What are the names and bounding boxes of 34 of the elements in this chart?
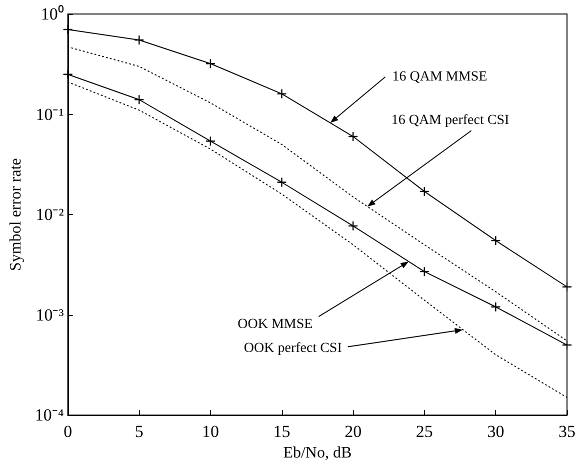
x-tick-label: 0 <box>64 422 72 442</box>
x-tick-label: 20 <box>344 422 362 442</box>
x-tick-label: 15 <box>273 422 290 442</box>
point <box>134 34 144 46</box>
x-tick-label: 25 <box>416 422 433 442</box>
point <box>490 302 501 312</box>
x-axis-title: Eb/No, dB <box>283 444 352 462</box>
point <box>348 131 358 142</box>
point <box>562 340 572 350</box>
annotation: OOK MMSE <box>238 317 313 332</box>
y-tick-label: 10⁰ <box>40 4 64 24</box>
point <box>562 282 572 292</box>
x-tick-label: 35 <box>558 422 576 442</box>
annotation: 16 QAM MMSE <box>392 69 488 84</box>
point <box>205 136 216 146</box>
y-tick-label: 10⁻⁴ <box>34 406 64 425</box>
point <box>134 94 144 105</box>
point <box>348 220 358 232</box>
point <box>62 24 73 35</box>
x-tick-label: 10 <box>202 422 219 442</box>
y-tick-label: 10⁻² <box>36 205 64 224</box>
point <box>419 266 430 277</box>
point <box>419 186 430 197</box>
y-tick-label: 10⁻¹ <box>36 104 64 124</box>
x-tick-label: 30 <box>487 422 504 442</box>
y-axis-title: Symbol error rate <box>8 158 24 271</box>
y-tick-label: 10⁻³ <box>36 305 64 324</box>
point <box>205 58 216 69</box>
point <box>490 235 501 246</box>
annotation: 16 QAM perfect CSI <box>391 113 510 128</box>
x-tick-label: 5 <box>134 422 144 442</box>
point <box>276 177 287 188</box>
annotation: OOK perfect CSI <box>244 341 342 356</box>
point <box>276 88 287 99</box>
